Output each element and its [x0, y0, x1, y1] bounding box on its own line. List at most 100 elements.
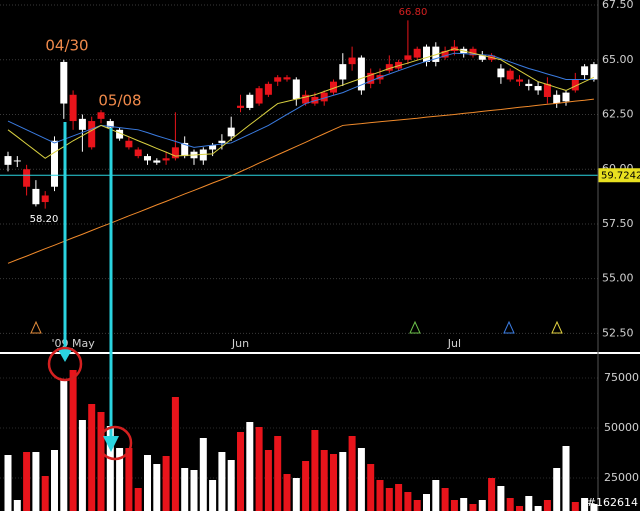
candle-body	[292, 79, 300, 100]
signal-marker	[551, 320, 563, 334]
volume-bar	[78, 420, 86, 511]
annotation: 66.80	[399, 7, 428, 18]
volume-bar	[171, 397, 179, 511]
candle-body	[497, 68, 505, 78]
volume-bar	[13, 500, 21, 511]
candle-body	[227, 127, 235, 137]
volume-bar	[497, 486, 505, 511]
highlight-circle	[47, 346, 83, 382]
volume-bar	[432, 480, 440, 511]
volume-bar	[190, 470, 198, 511]
candle-body	[97, 112, 105, 119]
candle-body	[181, 142, 189, 157]
volume-bar	[423, 494, 430, 511]
y-tick-label: 52.50	[602, 326, 634, 339]
y-tick-label: 57.50	[602, 217, 634, 230]
moving-average	[7, 48, 595, 159]
moving-average	[7, 98, 594, 264]
candle-body	[404, 55, 412, 60]
volume-bar	[23, 452, 31, 511]
candle-body	[41, 195, 49, 203]
candle-body	[478, 55, 486, 60]
candle-body	[162, 158, 170, 161]
candle-body	[423, 46, 430, 62]
candle-body	[60, 61, 68, 104]
candle-body	[32, 188, 40, 205]
annotation: 04/30	[45, 37, 88, 55]
candle-body	[199, 149, 207, 161]
moving-average	[7, 52, 594, 148]
candle-body	[171, 147, 179, 159]
y-tick-label: 67.50	[602, 0, 634, 11]
volume-bar	[292, 478, 300, 511]
candle-body	[339, 64, 347, 80]
volume-bar	[106, 426, 114, 511]
volume-bar	[460, 498, 468, 511]
volume-bar	[246, 422, 254, 511]
candle-body	[562, 92, 570, 102]
candle-body	[534, 86, 542, 91]
volume-bar	[525, 496, 533, 511]
x-tick-label: Jun	[231, 337, 249, 350]
volume-bar	[413, 500, 421, 511]
candle-body	[144, 156, 151, 161]
last-price-tag	[598, 168, 640, 183]
candle-body	[320, 92, 328, 102]
annotation: 58.20	[30, 214, 59, 225]
volume-bar	[116, 448, 124, 511]
signal-marker	[503, 320, 515, 334]
volume-bar	[264, 450, 272, 511]
candle-body	[153, 160, 161, 163]
volume-bar	[69, 370, 77, 511]
volume-bar	[162, 456, 170, 511]
volume-bar	[488, 478, 496, 511]
volume-bar	[227, 460, 235, 511]
x-tick-label: '09 May	[51, 337, 95, 350]
volume-bar	[516, 506, 523, 511]
candle-body	[302, 94, 310, 104]
volume-bar	[348, 436, 356, 511]
candle-body	[218, 140, 226, 143]
volume-bar	[395, 484, 403, 511]
candle-body	[581, 66, 589, 76]
candle-body	[348, 57, 356, 65]
candle-body	[106, 121, 114, 128]
volume-bar	[562, 446, 570, 511]
volume-bar	[218, 452, 226, 511]
volume-bar	[404, 492, 412, 511]
candle-body	[283, 77, 291, 80]
last-price-label: 59.7242	[601, 170, 640, 181]
volume-bar	[255, 427, 263, 511]
candle-body	[255, 88, 263, 104]
volume-bar	[41, 476, 49, 511]
highlight-circle	[97, 425, 133, 461]
volume-bar	[590, 504, 598, 511]
signal-marker	[409, 320, 421, 334]
volume-bar	[144, 455, 151, 511]
volume-bar	[506, 498, 514, 511]
y-tick-label: 55.00	[602, 272, 634, 285]
candle-body	[543, 83, 551, 97]
candle-body	[571, 79, 579, 91]
candle-body	[525, 83, 533, 87]
x-tick-label: Jul	[447, 337, 461, 350]
candle-body	[413, 48, 421, 58]
candle-body	[125, 140, 133, 148]
candle-body	[88, 121, 96, 148]
candle-body	[134, 149, 142, 157]
volume-bar	[478, 500, 486, 511]
volume-bar	[553, 468, 561, 511]
volume-bar	[385, 488, 393, 511]
candle-body	[516, 79, 523, 82]
candle-body	[116, 129, 124, 139]
y-tick-label: 75000	[604, 371, 639, 384]
y-tick-label: 65.00	[602, 53, 634, 66]
signal-marker	[30, 320, 42, 334]
candle-body	[264, 83, 272, 95]
volume-bar	[367, 464, 375, 511]
y-tick-label: 62.50	[602, 107, 634, 120]
volume-bar	[209, 480, 217, 511]
volume-bar	[330, 454, 337, 511]
